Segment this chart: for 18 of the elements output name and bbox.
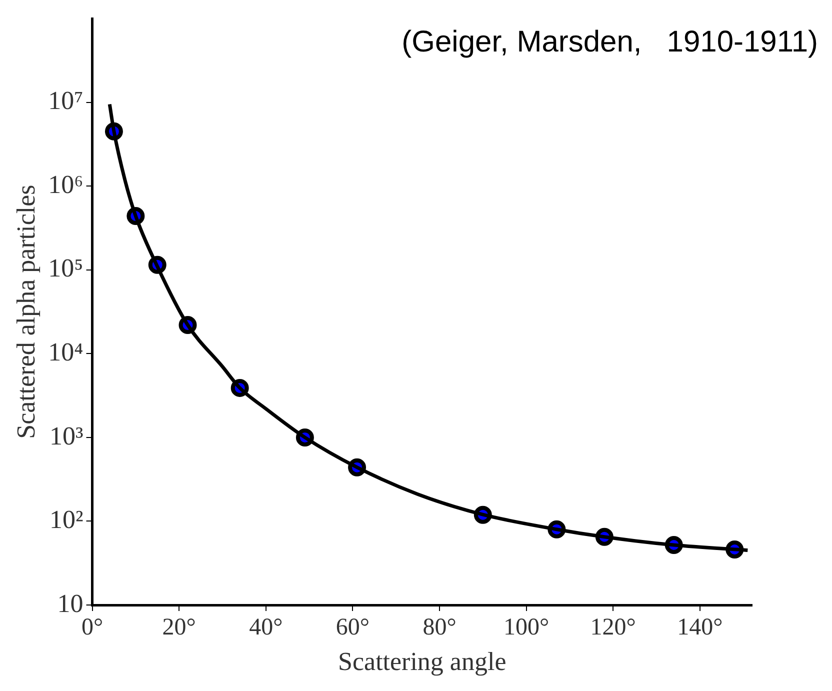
x-tick-label: 100° (503, 614, 550, 641)
x-tick-label: 120° (590, 614, 636, 641)
x-tick-label: 80° (422, 614, 456, 641)
x-tick-label: 20° (162, 614, 196, 641)
x-tick-label: 0° (81, 614, 104, 641)
y-tick-label: 10⁷ (48, 86, 84, 116)
annotation: (Geiger, Marsden, 1910-1911) (402, 25, 818, 58)
y-tick-label: 10³ (49, 421, 84, 450)
y-tick-label: 10⁵ (48, 254, 84, 283)
y-tick-label: 10⁶ (48, 170, 84, 199)
x-tick-label: 60° (336, 614, 370, 641)
y-tick-label: 10⁴ (48, 338, 84, 367)
x-tick-label: 140° (677, 614, 723, 641)
y-tick-label: 10 (57, 588, 84, 618)
y-axis-title: Scattered alpha particles (11, 184, 40, 439)
x-axis-title: Scattering angle (338, 647, 506, 676)
y-tick-label: 10² (49, 505, 84, 534)
x-tick-label: 40° (249, 614, 283, 641)
